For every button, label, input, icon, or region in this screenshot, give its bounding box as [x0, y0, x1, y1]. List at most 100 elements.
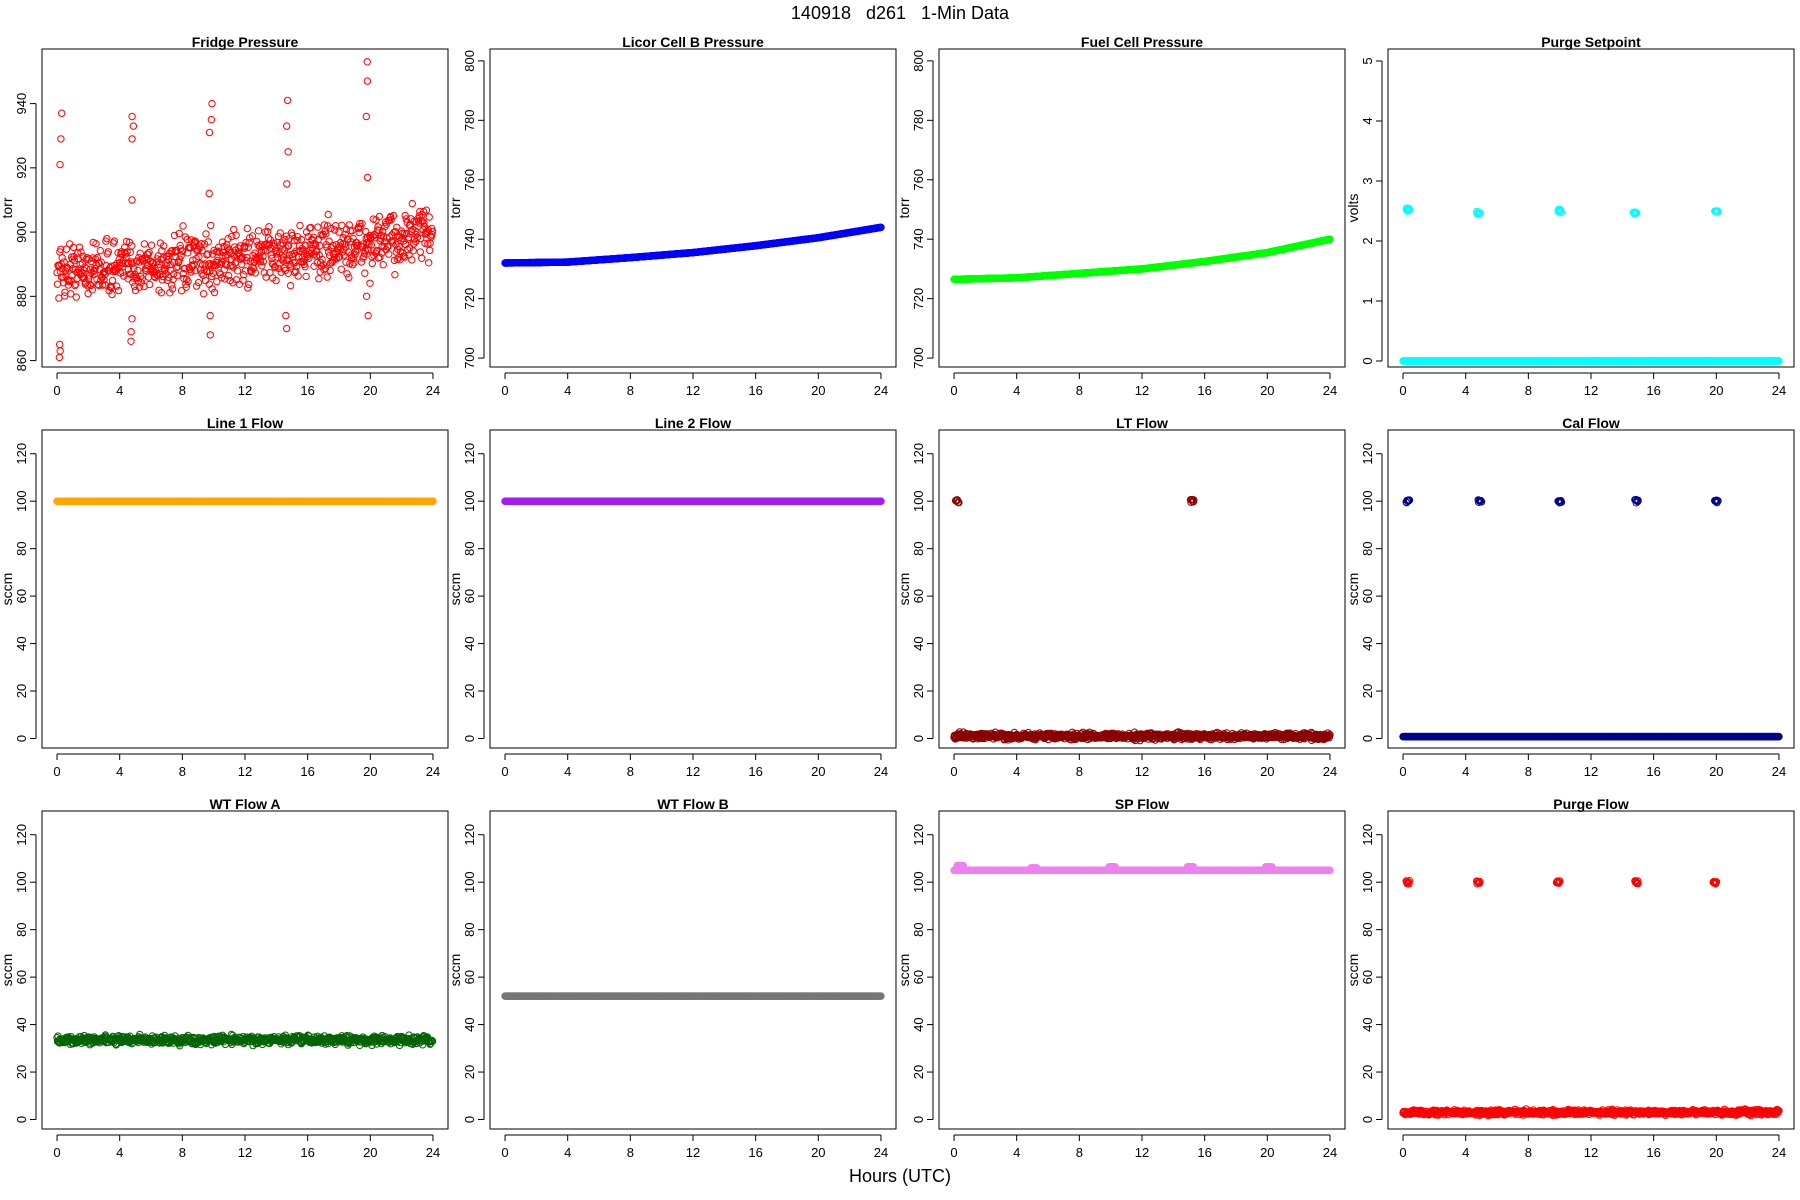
data-point	[242, 257, 251, 265]
data-point	[338, 221, 346, 230]
data-point	[314, 223, 322, 231]
figure-title: 140918 d261 1-Min Data	[790, 3, 1010, 23]
data-point	[307, 223, 315, 232]
data-point	[239, 253, 247, 261]
data-point	[362, 292, 371, 300]
data-point	[128, 135, 136, 143]
data-point	[113, 282, 121, 290]
y-tick-label: 0	[1360, 357, 1375, 364]
data-point	[179, 222, 187, 230]
data-point	[375, 212, 384, 221]
data-point	[191, 267, 199, 275]
data-point	[57, 245, 65, 254]
y-tick-label: 700	[462, 347, 477, 369]
y-tick-label: 120	[14, 443, 29, 465]
data-point	[401, 211, 409, 220]
data-point	[155, 286, 163, 294]
data-point	[195, 253, 203, 261]
x-tick-label: 8	[627, 764, 634, 779]
data-point	[236, 242, 245, 250]
data-point	[399, 252, 408, 260]
data-point	[203, 251, 211, 259]
x-tick-label: 0	[501, 764, 508, 779]
data-point	[58, 254, 66, 262]
data-point	[224, 234, 232, 243]
y-tick-label: 740	[911, 228, 926, 250]
data-point	[115, 259, 124, 267]
data-point	[71, 281, 79, 290]
data-point	[159, 254, 167, 262]
data-point	[207, 116, 216, 124]
y-tick-label: 3	[1360, 177, 1375, 184]
data-point	[162, 262, 170, 270]
data-point	[328, 257, 337, 265]
data-point	[408, 199, 416, 208]
data-point	[110, 237, 119, 245]
data-point	[255, 242, 264, 251]
data-point	[121, 250, 130, 258]
data-point	[53, 280, 62, 288]
data-point	[294, 272, 302, 280]
data-point	[128, 112, 136, 121]
data-point	[87, 281, 95, 290]
data-point	[168, 281, 176, 289]
y-tick-label: 780	[911, 109, 926, 131]
data-point	[324, 210, 332, 219]
data-point	[239, 276, 247, 284]
data-point	[108, 290, 116, 299]
x-tick-label: 0	[53, 764, 60, 779]
data-point	[205, 189, 213, 198]
data-point	[192, 282, 201, 290]
data-point	[207, 221, 215, 230]
data-point	[69, 243, 78, 252]
data-point	[300, 246, 308, 254]
x-tick-label: 8	[1525, 383, 1532, 398]
x-tick-label: 20	[1709, 383, 1723, 398]
data-point	[260, 269, 268, 277]
data-points	[501, 223, 885, 267]
data-point	[62, 245, 71, 253]
x-tick-label: 16	[748, 383, 762, 398]
data-point	[389, 211, 398, 220]
x-tick-label: 0	[501, 383, 508, 398]
data-point	[267, 251, 275, 259]
data-point	[271, 246, 280, 255]
data-point	[374, 223, 382, 231]
x-tick-label: 16	[300, 764, 314, 779]
data-point	[387, 216, 395, 224]
data-point	[363, 173, 372, 182]
data-point	[1326, 235, 1334, 243]
data-point	[325, 237, 333, 246]
data-point	[158, 276, 167, 284]
data-point	[408, 256, 416, 264]
data-point	[258, 262, 266, 270]
data-point	[286, 281, 295, 290]
data-point	[194, 278, 203, 287]
data-point	[99, 268, 108, 276]
data-point	[75, 243, 84, 252]
data-point	[127, 328, 135, 336]
data-point	[213, 277, 221, 286]
data-point	[208, 285, 216, 293]
data-point	[401, 253, 409, 261]
data-point	[61, 267, 70, 275]
y-tick-label: 2	[1360, 237, 1375, 244]
data-point	[363, 58, 371, 66]
y-axis-label: torr	[447, 197, 463, 218]
data-point	[56, 340, 64, 349]
y-tick-label: 0	[14, 735, 29, 742]
plot-frame	[1387, 48, 1795, 368]
data-point	[210, 288, 219, 297]
data-point	[367, 241, 376, 249]
data-point	[123, 248, 131, 256]
data-point	[174, 263, 182, 271]
data-point	[429, 497, 437, 505]
x-tick-label: 8	[1076, 383, 1083, 398]
data-point	[244, 284, 252, 292]
x-tick-label: 16	[1646, 383, 1660, 398]
data-point	[422, 206, 431, 214]
y-axis-label: torr	[896, 197, 912, 218]
data-point	[426, 246, 434, 255]
